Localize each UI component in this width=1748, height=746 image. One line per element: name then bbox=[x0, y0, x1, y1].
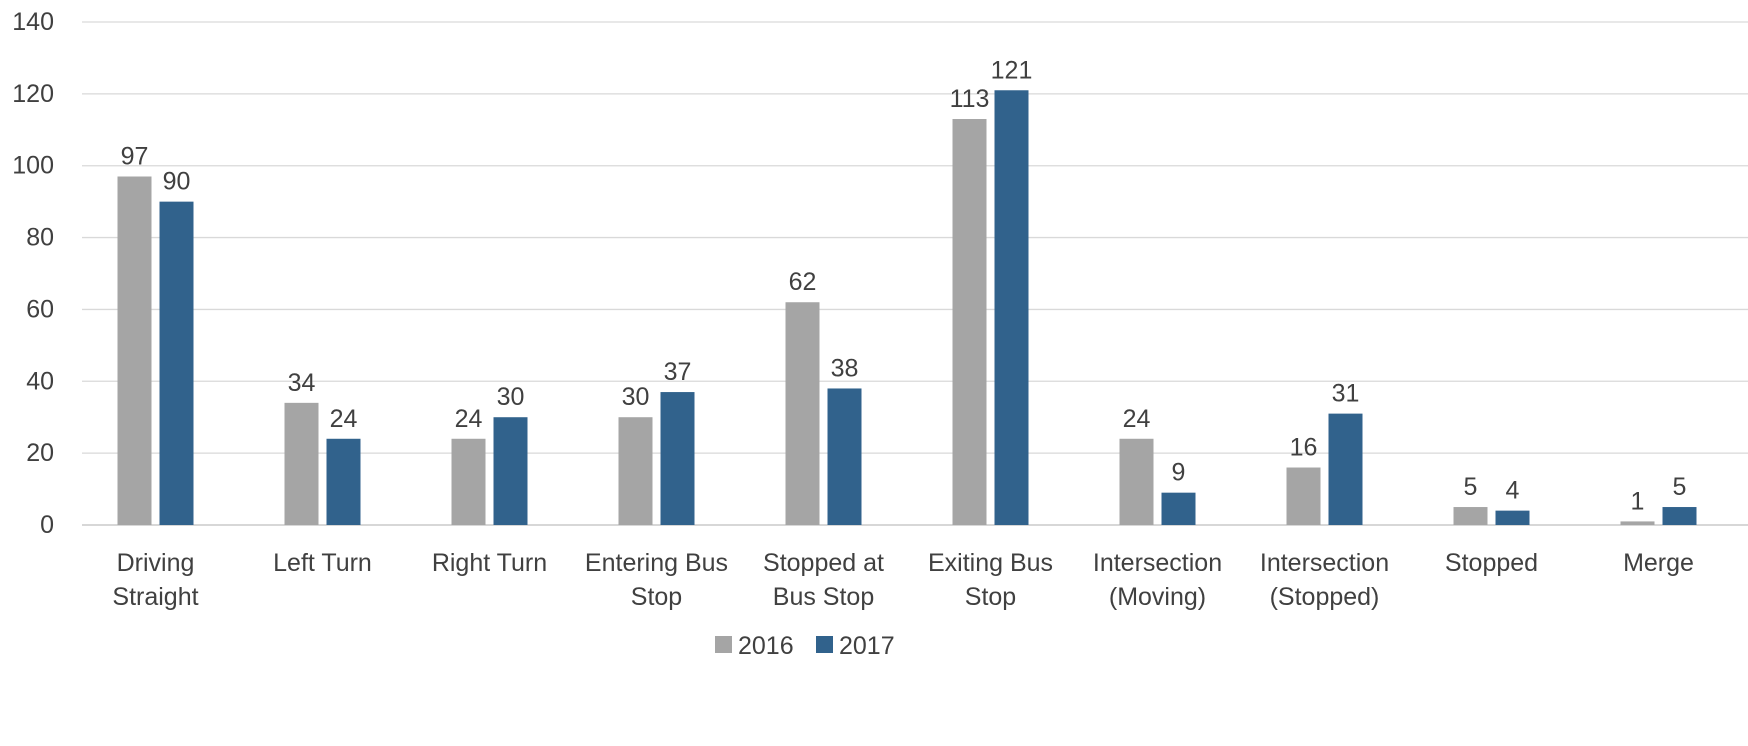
bar-2017 bbox=[1662, 507, 1697, 525]
category-label: Left Turn bbox=[273, 549, 372, 577]
bar-2017 bbox=[660, 392, 695, 525]
y-tick-label: 40 bbox=[26, 367, 54, 395]
y-tick-label: 140 bbox=[12, 8, 54, 36]
bar-2017 bbox=[1495, 510, 1530, 525]
category-label: Merge bbox=[1623, 549, 1694, 577]
category-label: Intersection bbox=[1260, 549, 1389, 577]
data-label: 9 bbox=[1172, 459, 1186, 487]
data-label: 5 bbox=[1673, 473, 1687, 501]
bar-2017 bbox=[493, 417, 528, 525]
category-label: Stopped bbox=[1445, 549, 1538, 577]
bar-2016 bbox=[785, 302, 820, 525]
legend-label: 2016 bbox=[738, 632, 794, 660]
category-label: Stop bbox=[965, 583, 1016, 611]
legend-swatch-2016 bbox=[715, 636, 732, 653]
category-label: Bus Stop bbox=[773, 583, 874, 611]
category-label: (Stopped) bbox=[1270, 583, 1380, 611]
category-label: (Moving) bbox=[1109, 583, 1206, 611]
y-tick-label: 80 bbox=[26, 224, 54, 252]
data-label: 30 bbox=[497, 383, 525, 411]
data-label: 37 bbox=[664, 358, 692, 386]
bar-2016 bbox=[284, 402, 319, 525]
data-label: 62 bbox=[789, 268, 817, 296]
data-label: 16 bbox=[1290, 434, 1318, 462]
data-label: 5 bbox=[1464, 473, 1478, 501]
category-label: Intersection bbox=[1093, 549, 1222, 577]
data-label: 38 bbox=[831, 354, 859, 382]
bar-2017 bbox=[1161, 492, 1196, 525]
bar-2016 bbox=[1286, 467, 1321, 525]
y-tick-label: 100 bbox=[12, 152, 54, 180]
bar-2016 bbox=[952, 119, 987, 525]
data-label: 24 bbox=[455, 405, 483, 433]
bar-2016 bbox=[618, 417, 653, 525]
bar-2017 bbox=[159, 201, 194, 525]
bar-2017 bbox=[1328, 413, 1363, 525]
data-label: 30 bbox=[622, 383, 650, 411]
bar-2016 bbox=[1119, 438, 1154, 525]
category-label: Entering Bus bbox=[585, 549, 728, 577]
data-label: 24 bbox=[330, 405, 358, 433]
data-label: 97 bbox=[121, 142, 149, 170]
y-tick-label: 120 bbox=[12, 80, 54, 108]
bar-2016 bbox=[1453, 507, 1488, 525]
data-label: 1 bbox=[1631, 487, 1645, 515]
data-label: 113 bbox=[950, 85, 990, 113]
category-label: Straight bbox=[112, 583, 198, 611]
data-label: 4 bbox=[1506, 477, 1520, 505]
y-tick-label: 60 bbox=[26, 295, 54, 323]
bar-2016 bbox=[117, 176, 152, 525]
legend-label: 2017 bbox=[839, 632, 895, 660]
bar-2017 bbox=[326, 438, 361, 525]
y-tick-label: 0 bbox=[40, 511, 54, 539]
data-label: 31 bbox=[1332, 380, 1360, 408]
category-label: Stopped at bbox=[763, 549, 884, 577]
data-label: 121 bbox=[991, 56, 1033, 84]
bar-2016 bbox=[1620, 521, 1655, 525]
category-label: Right Turn bbox=[432, 549, 547, 577]
category-label: Driving bbox=[117, 549, 195, 577]
bar-2017 bbox=[827, 388, 862, 525]
legend-swatch-2017 bbox=[816, 636, 833, 653]
category-label: Exiting Bus bbox=[928, 549, 1053, 577]
y-tick-label: 20 bbox=[26, 439, 54, 467]
data-label: 24 bbox=[1123, 405, 1151, 433]
bar-2016 bbox=[451, 438, 486, 525]
category-label: Stop bbox=[631, 583, 682, 611]
data-label: 90 bbox=[163, 168, 191, 196]
bar-2017 bbox=[994, 90, 1029, 525]
data-label: 34 bbox=[288, 369, 316, 397]
